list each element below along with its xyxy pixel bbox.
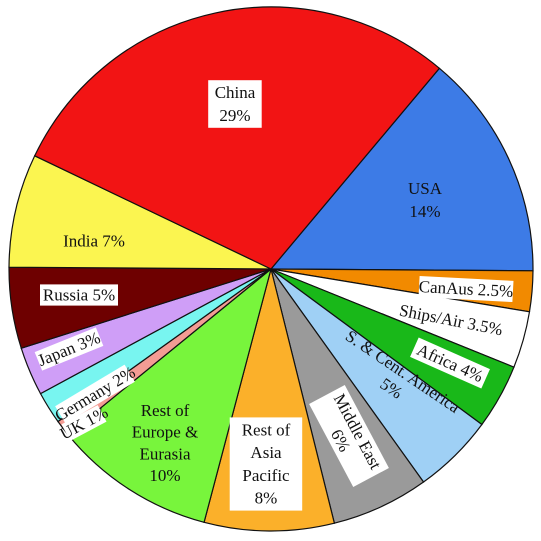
- slice-name-label: Asia: [250, 443, 282, 462]
- label-background: [208, 80, 262, 128]
- slice-value-label: 8%: [255, 489, 278, 508]
- label-background: [309, 385, 389, 487]
- slice-value-label: 14%: [409, 202, 440, 221]
- label-background: [34, 327, 104, 371]
- label-china: China 29%: [208, 80, 262, 128]
- label-rest-of-asia-pacific: Rest of Asia Pacific 8%: [229, 417, 303, 511]
- label-background: [61, 405, 107, 441]
- label-background: [229, 417, 303, 511]
- slice-name-label: Rest of: [141, 401, 190, 420]
- slice-name-label: Eurasia: [140, 444, 191, 463]
- slice-rest-of-europe-eurasia: [67, 267, 273, 524]
- label-russia: Russia 5%: [40, 284, 118, 306]
- slice-name-label: CanAus 2.5%: [418, 277, 513, 301]
- slice-name-label: China: [215, 83, 256, 102]
- label-background: [410, 337, 490, 389]
- label-india: India 7%: [63, 232, 125, 251]
- label-background: [55, 364, 135, 424]
- slice-india: [8, 154, 272, 270]
- label-background: [40, 284, 118, 306]
- slice-name-label: Pacific: [242, 466, 290, 485]
- slice-value-label: 29%: [219, 106, 250, 125]
- label-canaus: CanAus 2.5%: [418, 275, 514, 303]
- slice-name-label: India 7%: [63, 232, 125, 251]
- slice-name-label: USA: [408, 179, 443, 198]
- slice-name-label: Europe &: [132, 423, 199, 442]
- slice-name-label: Rest of: [242, 420, 291, 439]
- slice-name-label: Russia 5%: [43, 286, 115, 305]
- slice-usa: [269, 67, 534, 272]
- slice-china: [33, 6, 441, 270]
- slice-value-label: 10%: [149, 466, 180, 485]
- label-rest-of-europe-eurasia: Rest of Europe & Eurasia 10%: [132, 401, 199, 485]
- label-background: [418, 275, 514, 303]
- label-usa: USA 14%: [408, 179, 443, 221]
